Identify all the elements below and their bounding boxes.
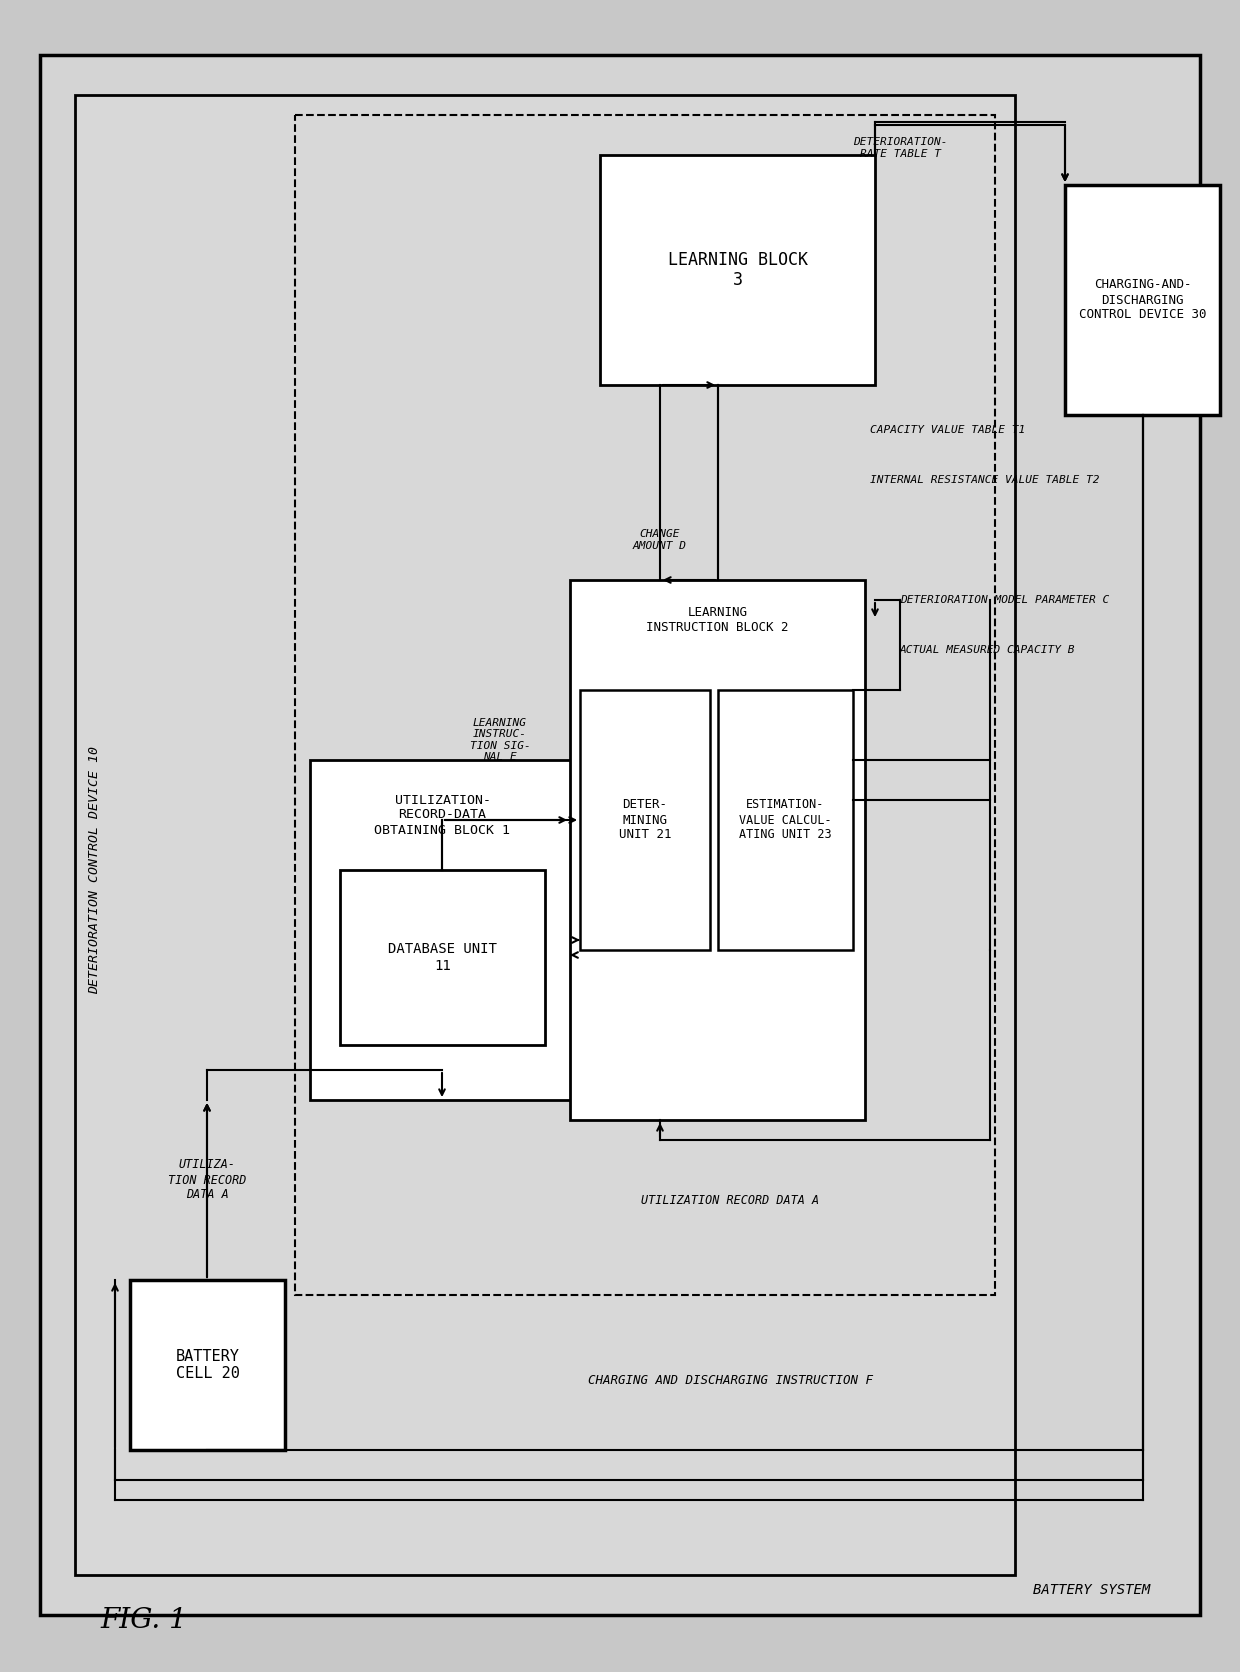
Text: CHANGE
AMOUNT D: CHANGE AMOUNT D xyxy=(632,530,687,550)
Text: BATTERY
CELL 20: BATTERY CELL 20 xyxy=(176,1349,239,1381)
Bar xyxy=(295,115,994,1296)
Bar xyxy=(74,95,1016,1575)
Text: CAPACITY VALUE TABLE T1: CAPACITY VALUE TABLE T1 xyxy=(870,425,1025,435)
Text: UTILIZATION RECORD DATA A: UTILIZATION RECORD DATA A xyxy=(641,1194,820,1207)
Bar xyxy=(718,691,853,950)
Text: DATABASE UNIT
11: DATABASE UNIT 11 xyxy=(388,943,497,973)
Bar xyxy=(580,691,711,950)
Bar xyxy=(570,580,866,1120)
Bar xyxy=(1065,186,1220,415)
Text: CHARGING AND DISCHARGING INSTRUCTION F: CHARGING AND DISCHARGING INSTRUCTION F xyxy=(588,1373,873,1386)
Text: LEARNING BLOCK
3: LEARNING BLOCK 3 xyxy=(667,251,807,289)
Bar xyxy=(340,869,546,1045)
Text: UTILIZA-
TION RECORD
DATA A: UTILIZA- TION RECORD DATA A xyxy=(167,1159,247,1202)
Text: LEARNING
INSTRUCTION BLOCK 2: LEARNING INSTRUCTION BLOCK 2 xyxy=(646,605,789,634)
Text: BATTERY SYSTEM: BATTERY SYSTEM xyxy=(1033,1583,1149,1597)
Bar xyxy=(600,155,875,385)
Bar xyxy=(310,761,575,1100)
Text: DETERIORATION-
RATE TABLE T: DETERIORATION- RATE TABLE T xyxy=(853,137,947,159)
Text: ACTUAL MEASURED CAPACITY B: ACTUAL MEASURED CAPACITY B xyxy=(900,645,1075,655)
Text: UTILIZATION-
RECORD-DATA
OBTAINING BLOCK 1: UTILIZATION- RECORD-DATA OBTAINING BLOCK… xyxy=(374,794,511,836)
Text: DETER-
MINING
UNIT 21: DETER- MINING UNIT 21 xyxy=(619,799,671,841)
Bar xyxy=(130,1281,285,1450)
Text: INTERNAL RESISTANCE VALUE TABLE T2: INTERNAL RESISTANCE VALUE TABLE T2 xyxy=(870,475,1100,485)
Text: ESTIMATION-
VALUE CALCUL-
ATING UNIT 23: ESTIMATION- VALUE CALCUL- ATING UNIT 23 xyxy=(739,799,832,841)
Text: FIG. 1: FIG. 1 xyxy=(100,1607,187,1634)
Text: DETERIORATION MODEL PARAMETER C: DETERIORATION MODEL PARAMETER C xyxy=(900,595,1110,605)
Text: CHARGING-AND-
DISCHARGING
CONTROL DEVICE 30: CHARGING-AND- DISCHARGING CONTROL DEVICE… xyxy=(1079,279,1207,321)
Text: LEARNING
INSTRUC-
TION SIG-
NAL E: LEARNING INSTRUC- TION SIG- NAL E xyxy=(470,717,531,762)
Text: DETERIORATION CONTROL DEVICE 10: DETERIORATION CONTROL DEVICE 10 xyxy=(88,746,100,993)
